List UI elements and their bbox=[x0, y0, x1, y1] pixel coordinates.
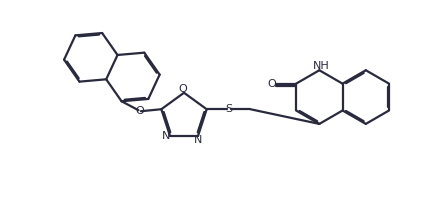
Text: N: N bbox=[194, 135, 202, 145]
Text: N: N bbox=[162, 131, 170, 141]
Text: NH: NH bbox=[313, 61, 330, 71]
Text: O: O bbox=[135, 106, 144, 116]
Text: O: O bbox=[179, 84, 187, 94]
Text: O: O bbox=[267, 79, 276, 89]
Text: S: S bbox=[225, 104, 232, 114]
